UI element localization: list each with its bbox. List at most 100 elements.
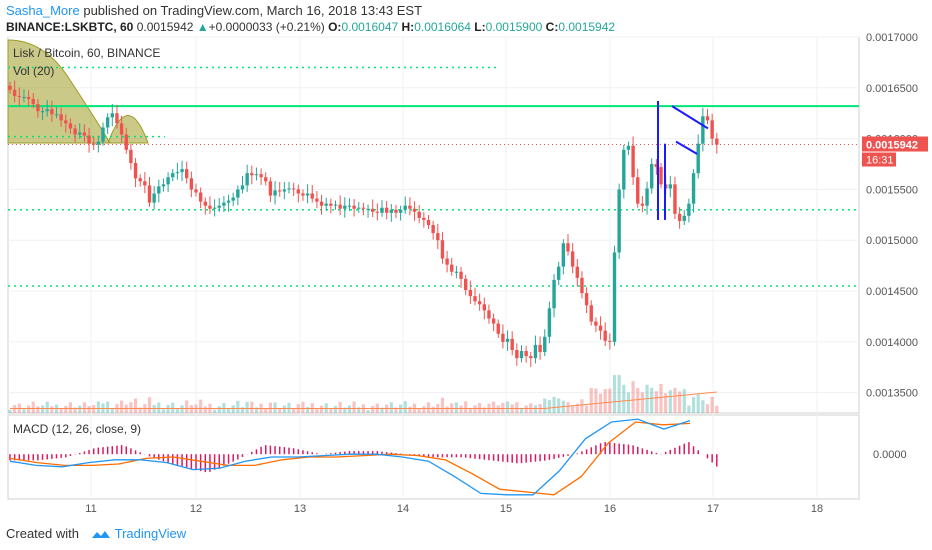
volume-bar	[292, 408, 296, 413]
signal-line	[9, 421, 691, 496]
candle-body	[575, 266, 579, 278]
volume-bar	[687, 405, 691, 413]
chart-title: Lisk / Bitcoin, 60, BINANCE	[13, 46, 160, 60]
volume-bar	[120, 400, 124, 413]
low-label: L:	[474, 20, 486, 34]
candle-body	[510, 338, 514, 350]
candle-body	[333, 204, 338, 206]
volume-bar	[631, 381, 635, 413]
change-arrow-icon: ▲	[196, 20, 209, 34]
candle-body	[31, 98, 35, 105]
volume-bar	[678, 391, 682, 413]
volume-bar	[333, 405, 338, 413]
candle-body	[212, 207, 217, 209]
candle-body	[659, 167, 663, 185]
volume-bar	[22, 409, 26, 413]
current-price-tag	[862, 136, 928, 152]
volume-bar	[524, 405, 528, 413]
candle-body	[487, 310, 491, 319]
x-tick-label: 13	[294, 503, 306, 515]
volume-bar	[199, 399, 203, 413]
volume-bar	[440, 397, 445, 413]
candle-body	[259, 174, 263, 178]
price-tick-label: 0.0014000	[866, 337, 918, 349]
volume-bar	[431, 406, 435, 413]
volume-label: Vol (20)	[13, 64, 54, 78]
x-tick-label: 14	[397, 503, 409, 515]
candle-body	[394, 209, 398, 213]
candle-body	[26, 96, 31, 99]
candle-body	[268, 181, 273, 196]
candle-body	[36, 104, 40, 112]
candle-body	[319, 201, 324, 206]
volume-bar	[571, 405, 575, 413]
candle-body	[589, 305, 593, 322]
candle-body	[361, 207, 366, 209]
candle-body	[524, 351, 528, 357]
candle-body	[612, 252, 617, 342]
candle-body	[305, 193, 310, 196]
volume-bar	[608, 388, 612, 413]
volume-bar	[40, 405, 45, 413]
volume-bar	[161, 409, 166, 413]
volume-bar	[394, 407, 398, 413]
candle-body	[654, 164, 659, 168]
candle-body	[431, 225, 435, 234]
candle-body	[617, 189, 621, 253]
candle-body	[245, 173, 249, 186]
tradingview-link[interactable]: TradingView	[114, 526, 187, 541]
candle-body	[175, 172, 180, 174]
candle-body	[185, 169, 189, 179]
volume-bar	[147, 397, 152, 413]
volume-bar	[185, 400, 189, 413]
volume-bar	[31, 401, 35, 413]
volume-bar	[654, 391, 658, 413]
candle-body	[287, 188, 291, 190]
volume-bar	[36, 406, 40, 413]
candle-body	[594, 321, 598, 326]
author-link[interactable]: Sasha_More	[6, 3, 80, 18]
volume-bar	[264, 408, 268, 413]
candle-body	[338, 204, 342, 209]
candle-body	[119, 123, 124, 135]
axes: 0.00170000.00165000.00160000.00155000.00…	[85, 32, 928, 515]
candle-body	[278, 190, 282, 192]
candle-body	[296, 189, 300, 194]
volume-bar	[515, 402, 519, 413]
candle-body	[133, 163, 138, 179]
candle-body	[371, 208, 375, 212]
volume-bar	[589, 387, 593, 413]
candle-body	[143, 181, 147, 186]
candle-body	[715, 138, 719, 145]
grid	[8, 36, 859, 499]
candle-body	[180, 169, 184, 173]
volume-bar	[189, 405, 193, 413]
volume-bar	[110, 408, 114, 413]
candle-body	[198, 192, 203, 202]
candle-body	[101, 127, 105, 142]
volume-bar	[268, 402, 272, 413]
candle-body	[491, 318, 496, 324]
countdown-tag	[862, 152, 896, 167]
volume-bar	[73, 407, 77, 413]
candle-body	[459, 271, 463, 279]
volume-bar	[519, 407, 524, 413]
volume-bar	[626, 392, 631, 413]
candle-body	[282, 189, 287, 192]
candle-body	[87, 135, 91, 144]
candle-body	[226, 200, 231, 203]
macd-label: MACD (12, 26, close, 9)	[13, 422, 141, 436]
price-tick-label: 0.0014500	[866, 286, 918, 298]
published-text: published on TradingView.com, March 16, …	[83, 3, 423, 18]
candle-body	[254, 174, 259, 176]
candle-body	[677, 213, 682, 221]
candle-body	[482, 304, 486, 311]
candle-body	[375, 211, 380, 213]
close-value: 0.0015942	[558, 20, 616, 34]
candle-body	[329, 203, 333, 206]
chart-svg[interactable]: 0.00170000.00165000.00160000.00155000.00…	[0, 0, 932, 520]
volume-bar	[338, 401, 342, 413]
volume-bar	[129, 402, 133, 413]
volume-bar	[673, 387, 677, 413]
volume-bar	[552, 396, 556, 413]
